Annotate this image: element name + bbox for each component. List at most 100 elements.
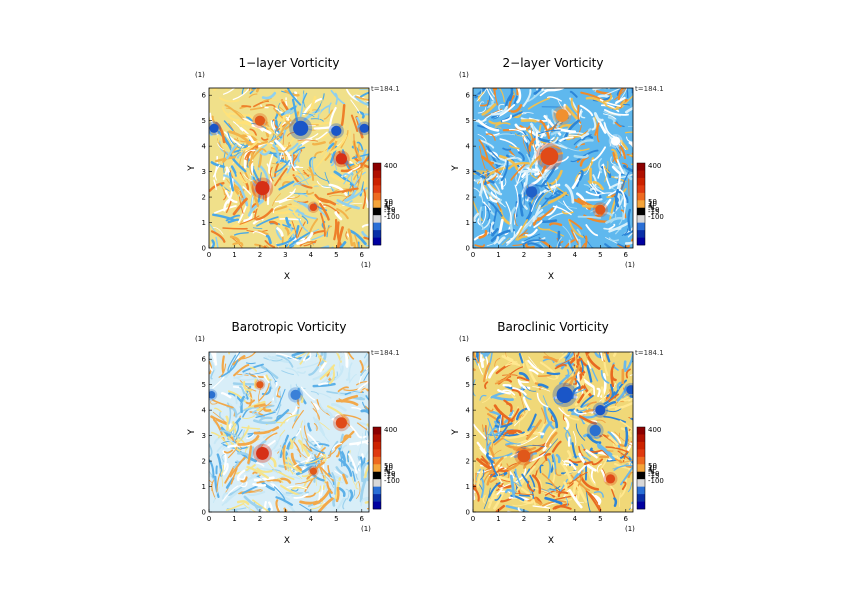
vorticity-filament bbox=[275, 499, 281, 512]
vorticity-filament bbox=[309, 121, 330, 126]
vorticity-filament bbox=[209, 360, 213, 375]
x-unit-label: (1) bbox=[625, 261, 635, 269]
vorticity-filament bbox=[359, 360, 364, 373]
vorticity-filament bbox=[522, 88, 532, 107]
vorticity-filament bbox=[216, 445, 224, 453]
vorticity-filament bbox=[499, 208, 513, 226]
vorticity-filament bbox=[573, 469, 584, 482]
vorticity-filament bbox=[366, 352, 369, 354]
vorticity-filament bbox=[560, 352, 577, 370]
vorticity-filament bbox=[512, 502, 531, 507]
colorbar-label: 400 bbox=[384, 162, 397, 170]
vorticity-filament bbox=[608, 181, 624, 190]
vorticity-filament bbox=[319, 245, 330, 248]
vorticity-filament bbox=[263, 501, 267, 512]
vortex-core bbox=[209, 123, 219, 133]
vorticity-filament bbox=[298, 352, 309, 363]
vorticity-filament bbox=[500, 431, 525, 437]
vorticity-filament bbox=[483, 352, 488, 358]
vorticity-filament bbox=[578, 415, 597, 425]
vorticity-filament bbox=[265, 355, 273, 362]
y-tick-label: 0 bbox=[466, 245, 470, 253]
vorticity-filament bbox=[287, 171, 305, 180]
vorticity-filament bbox=[473, 357, 479, 366]
vorticity-filament bbox=[620, 171, 630, 193]
vorticity-filament bbox=[480, 358, 485, 368]
colorbar-segment bbox=[637, 207, 645, 216]
vorticity-filament bbox=[364, 500, 369, 504]
vorticity-filament bbox=[368, 374, 369, 376]
vorticity-filament bbox=[240, 429, 245, 441]
colorbar-label: -10 bbox=[384, 470, 395, 478]
vorticity-filament bbox=[274, 159, 290, 174]
vorticity-filament bbox=[241, 124, 257, 137]
vorticity-filament bbox=[326, 481, 333, 494]
vorticity-filament bbox=[496, 172, 502, 184]
vorticity-filament bbox=[579, 148, 590, 152]
vorticity-filament bbox=[497, 389, 511, 395]
vorticity-filament bbox=[276, 386, 281, 398]
vorticity-filament bbox=[210, 352, 217, 363]
vorticity-filament bbox=[473, 212, 480, 222]
vorticity-filament bbox=[555, 453, 561, 464]
vorticity-filament bbox=[551, 462, 556, 485]
vorticity-filament bbox=[479, 139, 495, 149]
vorticity-filament bbox=[252, 483, 267, 487]
x-tick-label: 4 bbox=[573, 251, 578, 259]
vorticity-filament bbox=[318, 382, 329, 386]
vorticity-filament bbox=[333, 218, 338, 241]
vorticity-filament bbox=[528, 176, 542, 187]
colorbar-segment bbox=[373, 192, 381, 201]
vorticity-filament bbox=[572, 431, 577, 446]
vortex-core bbox=[595, 405, 606, 416]
vorticity-filament bbox=[564, 417, 570, 430]
vorticity-filament bbox=[235, 394, 238, 405]
vorticity-filament bbox=[266, 181, 272, 206]
vorticity-filament bbox=[222, 88, 236, 95]
vorticity-filament bbox=[265, 234, 272, 245]
vorticity-filament bbox=[232, 382, 259, 386]
x-tick-label: 2 bbox=[258, 515, 262, 523]
vorticity-filament bbox=[265, 104, 276, 108]
vorticity-filament bbox=[255, 411, 276, 419]
vorticity-filament bbox=[352, 489, 355, 499]
vorticity-filament bbox=[241, 481, 248, 488]
vorticity-filament bbox=[539, 119, 551, 140]
vorticity-filament bbox=[330, 246, 334, 248]
colorbar-label: 4 bbox=[648, 202, 653, 210]
vorticity-filament bbox=[509, 145, 520, 150]
vorticity-filament bbox=[230, 165, 238, 177]
colorbar-label: 4 bbox=[384, 202, 389, 210]
vorticity-filament bbox=[241, 426, 261, 430]
vorticity-filament bbox=[329, 134, 348, 154]
vorticity-filament bbox=[308, 156, 316, 169]
vorticity-filament bbox=[220, 464, 224, 476]
x-tick-label: 1 bbox=[496, 251, 500, 259]
time-label: t=184.1 bbox=[635, 85, 664, 93]
vorticity-filament bbox=[618, 396, 629, 403]
vorticity-filament bbox=[274, 167, 288, 187]
vorticity-filament bbox=[496, 374, 512, 382]
vorticity-filament bbox=[236, 373, 249, 376]
vorticity-filament bbox=[333, 244, 337, 248]
vorticity-filament bbox=[614, 188, 620, 208]
vorticity-filament bbox=[536, 148, 540, 167]
vorticity-filament bbox=[263, 357, 283, 362]
vorticity-filament bbox=[603, 165, 611, 174]
vorticity-filament bbox=[221, 454, 225, 463]
vorticity-filament bbox=[346, 352, 350, 360]
vorticity-filament bbox=[559, 245, 562, 248]
vorticity-filament bbox=[210, 161, 225, 169]
vorticity-filament bbox=[319, 212, 326, 237]
vorticity-filament bbox=[608, 222, 629, 233]
vorticity-filament bbox=[295, 427, 302, 437]
vorticity-filament bbox=[531, 474, 542, 494]
vorticity-filament bbox=[556, 236, 563, 248]
vorticity-filament bbox=[314, 443, 330, 447]
vorticity-filament bbox=[319, 352, 327, 366]
vorticity-filament bbox=[210, 400, 218, 405]
vorticity-filament bbox=[520, 465, 536, 485]
colorbar-label: -10 bbox=[648, 206, 659, 214]
vorticity-filament bbox=[510, 104, 523, 113]
vorticity-filament bbox=[261, 91, 277, 100]
